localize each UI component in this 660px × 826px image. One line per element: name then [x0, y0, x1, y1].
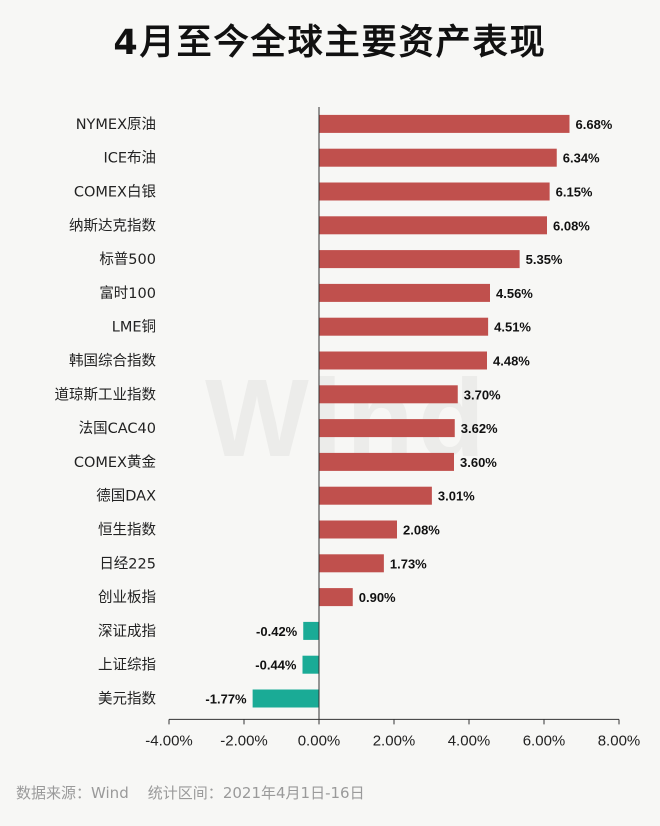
data-label: 1.73%	[390, 556, 427, 571]
category-label: 德国DAX	[96, 488, 156, 505]
data-label: 4.56%	[496, 286, 533, 301]
x-tick-label: 4.00%	[448, 732, 491, 749]
chart-title: 4月至今全球主要资产表现	[113, 23, 547, 63]
data-label: 6.08%	[553, 218, 590, 233]
bar	[319, 317, 489, 336]
category-label: 纳斯达克指数	[69, 217, 156, 234]
data-label: 6.15%	[556, 185, 593, 200]
category-label: 法国CAC40	[79, 420, 156, 437]
data-label: 5.35%	[526, 252, 563, 267]
x-tick-label: 8.00%	[598, 732, 641, 749]
x-tick-label: 6.00%	[523, 732, 566, 749]
x-tick-label: -4.00%	[145, 732, 193, 749]
source-value: Wind	[91, 784, 129, 802]
category-label: NYMEX原油	[76, 116, 156, 133]
bar	[319, 114, 570, 133]
source-label: 数据来源：	[16, 784, 92, 802]
data-label: -0.42%	[256, 624, 298, 639]
footer-note: 数据来源：Wind 统计区间：2021年4月1日-16日	[16, 782, 365, 803]
data-label: 3.62%	[461, 421, 498, 436]
data-label: 3.70%	[464, 387, 501, 402]
bar	[319, 520, 397, 539]
category-label: 创业板指	[98, 588, 156, 606]
category-label: 美元指数	[98, 691, 156, 708]
category-label: 标普500	[99, 251, 156, 268]
bar	[303, 621, 319, 640]
data-label: 0.90%	[359, 590, 396, 605]
period-label: 统计区间：	[147, 784, 223, 802]
bar-chart: NYMEX原油 6.68% ICE布油 6.34% COMEX白银 6.15% 纳斯达克指数…	[55, 107, 641, 749]
category-label: 日经225	[99, 555, 156, 572]
bar	[319, 250, 520, 269]
bar	[319, 216, 547, 235]
bar	[319, 486, 432, 505]
bar	[302, 655, 319, 674]
category-label: ICE布油	[103, 150, 156, 167]
bar	[319, 554, 384, 573]
bar	[319, 588, 353, 607]
category-label: 恒生指数	[98, 522, 156, 539]
category-label: 深证成指	[98, 623, 156, 640]
bar	[319, 148, 557, 167]
category-label: 富时100	[99, 284, 156, 302]
data-label: 4.48%	[493, 354, 530, 369]
data-label: 6.68%	[576, 117, 613, 132]
x-tick-label: 0.00%	[298, 732, 341, 749]
data-label: 3.60%	[460, 455, 497, 470]
category-label: 道琼斯工业指数	[55, 386, 157, 403]
category-label: COMEX白银	[74, 184, 157, 201]
bar	[319, 419, 455, 438]
bar	[319, 283, 490, 302]
data-label: -1.77%	[205, 692, 247, 707]
x-tick-label: 2.00%	[373, 732, 416, 749]
category-label: LME铜	[112, 319, 156, 336]
bar	[319, 452, 454, 471]
bar	[319, 351, 487, 370]
category-label: 上证综指	[98, 657, 156, 674]
bar	[319, 182, 550, 201]
period-value: 2021年4月1日-16日	[222, 784, 365, 802]
data-label: 6.34%	[563, 151, 600, 166]
data-label: 2.08%	[403, 523, 440, 538]
x-tick-label: -2.00%	[220, 732, 268, 749]
data-label: 4.51%	[494, 320, 531, 335]
data-label: 3.01%	[438, 489, 475, 504]
bar	[252, 689, 319, 708]
category-label: COMEX黄金	[74, 454, 157, 471]
category-label: 韩国综合指数	[69, 353, 156, 370]
data-label: -0.44%	[255, 658, 297, 673]
bar	[319, 385, 458, 404]
